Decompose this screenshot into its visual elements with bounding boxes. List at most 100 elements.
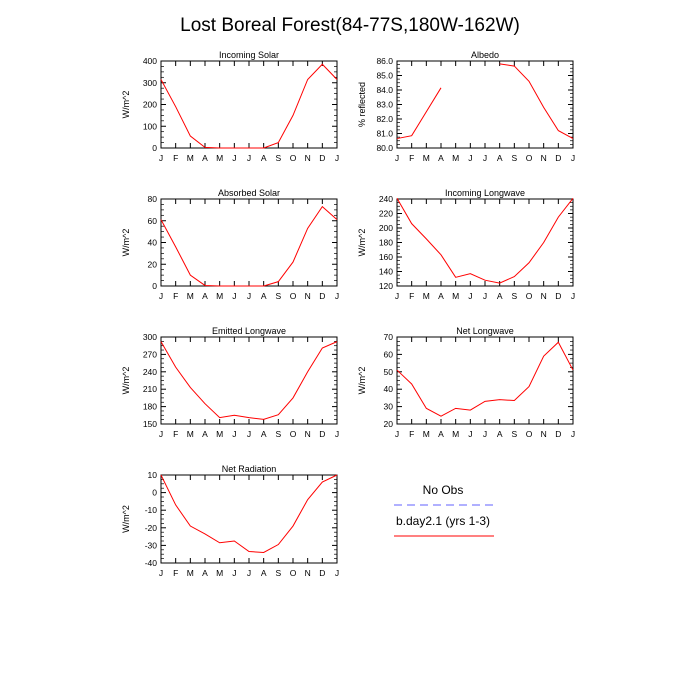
y-tick-label: 150 xyxy=(143,419,157,429)
x-tick-label: A xyxy=(261,153,267,163)
series-line xyxy=(160,63,338,149)
x-tick-label: M xyxy=(187,429,194,439)
x-tick-label: O xyxy=(290,153,297,163)
x-tick-label: F xyxy=(173,429,178,439)
x-tick-label: O xyxy=(526,153,533,163)
x-tick-label: O xyxy=(290,429,297,439)
x-tick-label: J xyxy=(335,153,339,163)
x-tick-label: O xyxy=(526,429,533,439)
figure-title: Lost Boreal Forest(84-77S,180W-162W) xyxy=(180,15,520,36)
y-tick-label: 20 xyxy=(384,419,394,429)
x-tick-label: N xyxy=(305,153,311,163)
x-tick-label: F xyxy=(173,568,178,578)
y-tick-label: 10 xyxy=(148,470,158,480)
y-tick-label: 50 xyxy=(384,367,394,377)
x-tick-label: J xyxy=(159,568,163,578)
y-tick-label: 82.0 xyxy=(376,114,393,124)
x-tick-label: J xyxy=(395,291,399,301)
x-tick-label: N xyxy=(305,568,311,578)
x-tick-label: M xyxy=(423,153,430,163)
x-tick-label: M xyxy=(452,153,459,163)
y-tick-label: 180 xyxy=(379,238,393,248)
x-tick-label: M xyxy=(216,429,223,439)
x-tick-label: F xyxy=(409,429,414,439)
x-tick-label: J xyxy=(483,153,487,163)
y-axis-label: W/m^2 xyxy=(121,229,131,257)
y-tick-label: -10 xyxy=(145,505,158,515)
x-tick-label: D xyxy=(319,568,325,578)
y-tick-label: 0 xyxy=(152,143,157,153)
series-line xyxy=(396,87,442,140)
x-tick-label: M xyxy=(216,568,223,578)
chart-title: Incoming Solar xyxy=(219,50,279,60)
y-tick-label: 240 xyxy=(379,194,393,204)
x-tick-label: D xyxy=(319,153,325,163)
x-tick-label: A xyxy=(202,153,208,163)
x-tick-label: A xyxy=(261,568,267,578)
x-tick-label: J xyxy=(159,429,163,439)
y-tick-label: -30 xyxy=(145,540,158,550)
y-tick-label: 70 xyxy=(384,332,394,342)
x-tick-label: M xyxy=(452,291,459,301)
x-tick-label: S xyxy=(511,429,517,439)
x-tick-label: D xyxy=(319,429,325,439)
x-tick-label: N xyxy=(541,291,547,301)
x-tick-label: S xyxy=(275,429,281,439)
x-tick-label: A xyxy=(261,291,267,301)
x-tick-label: A xyxy=(438,429,444,439)
y-axis-label: W/m^2 xyxy=(121,505,131,533)
y-tick-label: -20 xyxy=(145,523,158,533)
y-tick-label: 0 xyxy=(152,281,157,291)
plot-frame xyxy=(160,336,338,425)
x-tick-label: F xyxy=(409,153,414,163)
plot-frame xyxy=(396,198,574,287)
y-axis-label: W/m^2 xyxy=(357,229,367,257)
x-tick-label: J xyxy=(571,153,575,163)
x-tick-label: N xyxy=(541,153,547,163)
plot-frame xyxy=(160,198,338,287)
y-tick-label: 81.0 xyxy=(376,129,393,139)
y-tick-label: 100 xyxy=(143,121,157,131)
x-tick-label: O xyxy=(290,568,297,578)
x-tick-label: D xyxy=(555,153,561,163)
x-tick-label: J xyxy=(232,568,236,578)
y-tick-label: 60 xyxy=(384,349,394,359)
series-line xyxy=(396,341,574,417)
y-tick-label: 84.0 xyxy=(376,85,393,95)
y-tick-label: 120 xyxy=(379,281,393,291)
x-tick-label: A xyxy=(497,291,503,301)
x-tick-label: F xyxy=(173,291,178,301)
y-tick-label: 83.0 xyxy=(376,100,393,110)
legend-obs-label: No Obs xyxy=(423,483,464,497)
x-tick-label: A xyxy=(261,429,267,439)
y-tick-label: 40 xyxy=(148,238,158,248)
y-tick-label: 270 xyxy=(143,349,157,359)
x-tick-label: M xyxy=(423,291,430,301)
plot-frame xyxy=(396,336,574,425)
chart-title: Net Longwave xyxy=(456,326,514,336)
legend: No Obs b.day2.1 (yrs 1-3) xyxy=(394,483,494,537)
y-tick-label: 140 xyxy=(379,267,393,277)
x-tick-label: M xyxy=(187,568,194,578)
y-tick-label: 85.0 xyxy=(376,71,393,81)
y-tick-label: 80.0 xyxy=(376,143,393,153)
x-tick-label: J xyxy=(468,153,472,163)
y-axis-label: W/m^2 xyxy=(121,367,131,395)
x-tick-label: J xyxy=(335,568,339,578)
chart-title: Incoming Longwave xyxy=(445,188,525,198)
x-tick-label: M xyxy=(216,291,223,301)
x-tick-label: J xyxy=(483,291,487,301)
x-tick-label: J xyxy=(159,291,163,301)
y-tick-label: 240 xyxy=(143,367,157,377)
y-tick-label: 210 xyxy=(143,384,157,394)
chart-title: Emitted Longwave xyxy=(212,326,286,336)
x-tick-label: A xyxy=(438,291,444,301)
x-tick-label: A xyxy=(497,429,503,439)
x-tick-label: J xyxy=(247,568,251,578)
x-tick-label: A xyxy=(202,429,208,439)
x-tick-label: J xyxy=(468,429,472,439)
